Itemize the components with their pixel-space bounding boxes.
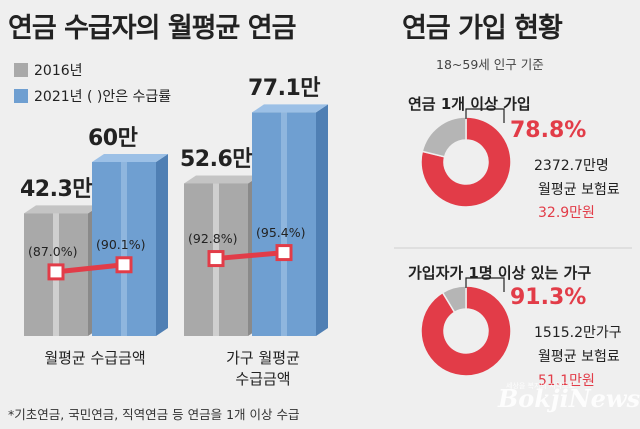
rate-marker-0-0 [47, 263, 65, 281]
right-title: 연금 가입 현황 [402, 13, 563, 44]
watermark-logo: BokjiNews [498, 384, 640, 413]
footnote: *기초연금, 국민연금, 직역연금 등 연금을 1개 이상 수급 [8, 407, 300, 422]
donut-pointer-0 [465, 108, 505, 123]
legend-label-2016: 2016년 [34, 63, 83, 79]
count-label-0: 2372.7만명 [534, 158, 609, 174]
watermark-tagline: 세상을 복지의 시각으로 [506, 382, 575, 390]
bar-1-1 [252, 104, 328, 336]
count-label-1: 1515.2만가구 [534, 325, 622, 341]
rate-marker-1-1 [275, 244, 293, 262]
rate-label-0-1: (92.8%) [188, 230, 238, 246]
premium-label-1: 월평균 보험료 [538, 349, 620, 365]
category-label-0: 월평균 수급금액 [10, 348, 180, 369]
category-label-0-line1: 월평균 수급금액 [44, 349, 146, 367]
legend-label-2021: 2021년 ( )안은 수급률 [34, 89, 172, 105]
donut-0-slice-1 [421, 116, 467, 158]
rate-line-1 [215, 250, 285, 262]
legend-item-2016: 2016년 [14, 60, 83, 80]
rate-label-1-0: (90.1%) [96, 236, 146, 252]
category-label-1: 가구 월평균 수급금액 [178, 348, 348, 390]
donut-1-slice-1 [441, 285, 467, 314]
donut-1-slice-0 [420, 285, 512, 377]
premium-value-1: 51.1만원 [538, 373, 595, 389]
section-heading-0: 연금 1개 이상 가입 [408, 95, 531, 113]
bar-1-0 [92, 154, 168, 336]
bar-value-label-1-1: 77.1만 [248, 76, 321, 102]
premium-label-0: 월평균 보험료 [538, 182, 620, 198]
right-subtitle: 18~59세 인구 기준 [436, 57, 544, 72]
donut-pointer-1 [465, 277, 505, 292]
category-label-1-line2: 수급금액 [235, 370, 291, 388]
rate-label-1-1: (95.4%) [256, 224, 306, 240]
rate-marker-1-0 [115, 256, 133, 274]
premium-value-0: 32.9만원 [538, 205, 595, 221]
percent-label-1: 91.3% [510, 285, 587, 310]
bar-value-label-0-0: 42.3만 [20, 177, 93, 203]
rate-line-0 [55, 262, 125, 275]
bar-value-label-0-1: 52.6만 [180, 147, 253, 173]
legend-swatch-2021 [14, 89, 28, 103]
rate-label-0-0: (87.0%) [28, 243, 78, 259]
percent-label-0: 78.8% [510, 118, 587, 143]
donut-0 [420, 116, 512, 208]
rate-marker-0-1 [207, 250, 225, 268]
legend-swatch-2016 [14, 63, 28, 77]
section-heading-1: 가입자가 1명 이상 있는 가구 [408, 264, 592, 282]
legend-item-2021: 2021년 ( )안은 수급률 [14, 86, 171, 106]
left-title: 연금 수급자의 월평균 연금 [8, 13, 296, 44]
donut-1 [420, 285, 512, 377]
bar-value-label-1-0: 60만 [88, 126, 138, 151]
donut-0-slice-0 [420, 116, 512, 208]
category-label-1-line1: 가구 월평균 [226, 349, 300, 367]
